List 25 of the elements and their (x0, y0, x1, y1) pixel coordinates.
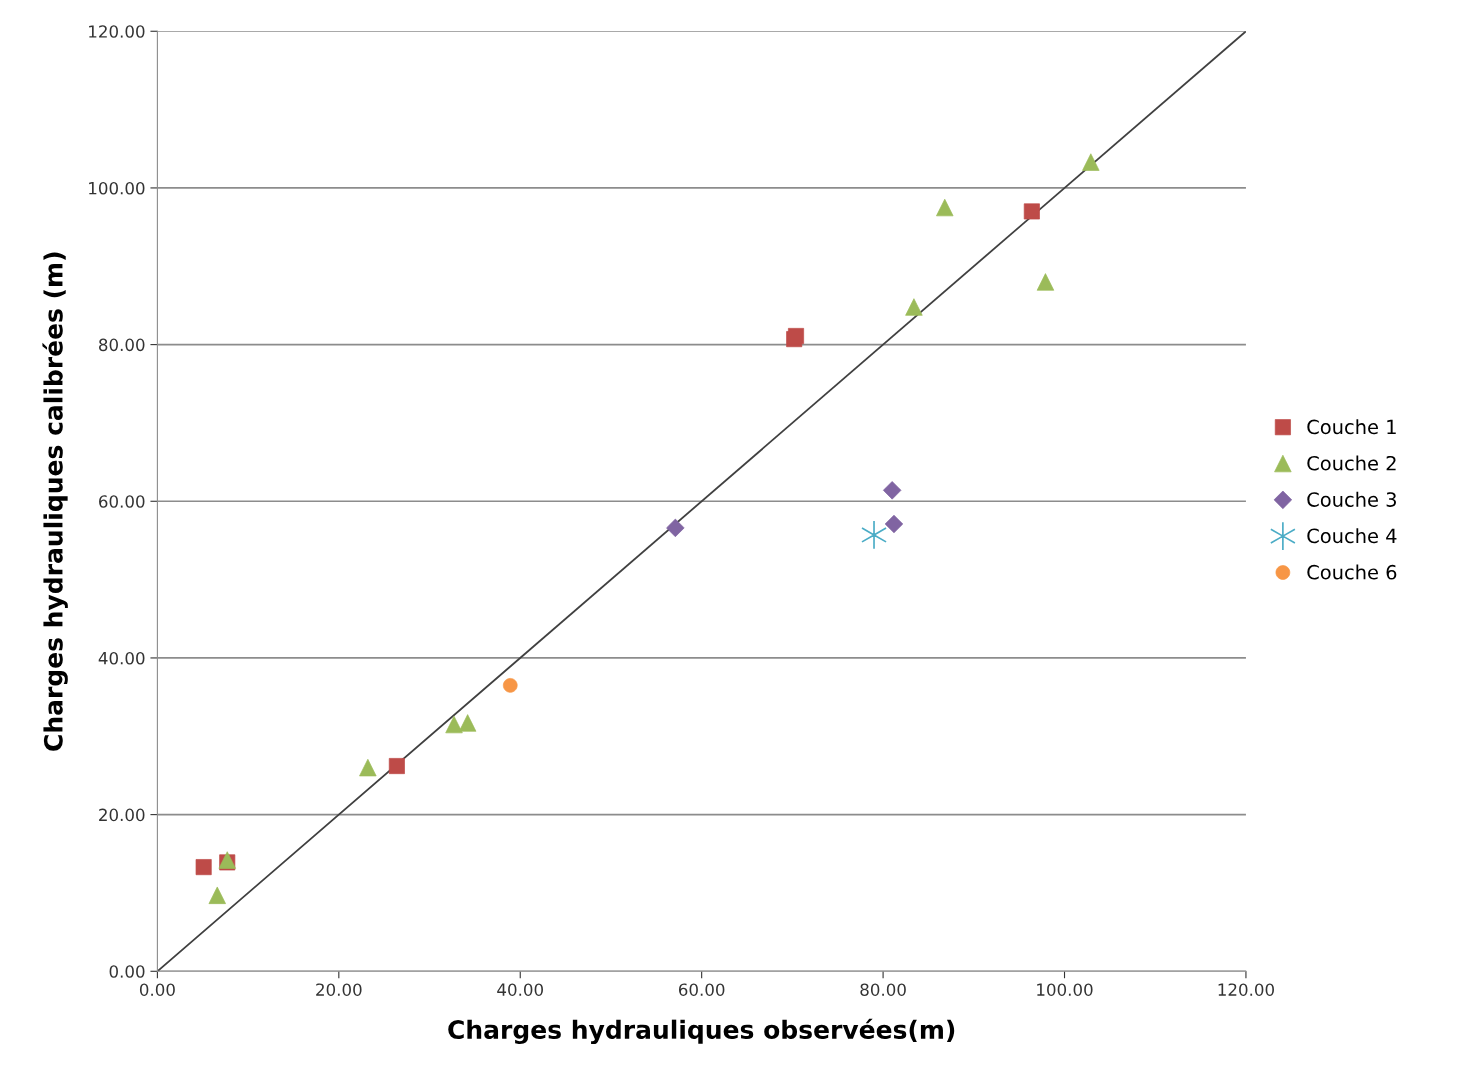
legend-label: Couche 2 (1307, 455, 1396, 471)
x-tick-label: 120.00 (1218, 983, 1274, 996)
x-tick-label: 100.00 (1037, 983, 1093, 996)
point (861, 520, 887, 550)
y-tick-label: 80.00 (99, 338, 145, 352)
y-tick-label: 40.00 (98, 651, 145, 665)
y-tick-label: 20.00 (99, 808, 145, 822)
y-tick-label: 60.00 (99, 495, 145, 508)
point (195, 859, 212, 876)
legend-label: Couche 4 (1307, 528, 1397, 544)
x-tick-label: 80.00 (860, 983, 906, 996)
y-tick-label: 100.00 (89, 181, 145, 195)
x-axis-title: Charges hydrauliques observées(m) (448, 1018, 955, 1045)
y-tick-label: 0.00 (109, 965, 145, 978)
legend-label: Couche 3 (1307, 491, 1396, 507)
x-tick-label: 20.00 (316, 983, 362, 996)
x-tick-label: 0.00 (139, 983, 175, 996)
legend-label: Couche 6 (1307, 564, 1397, 580)
legend-label: Couche 1 (1307, 419, 1396, 435)
y-axis-title: Charges hydrauliques calibrées (m) (42, 252, 68, 751)
point (388, 758, 405, 775)
point (788, 327, 804, 344)
x-tick-label: 40.00 (497, 983, 543, 996)
x-tick-label: 60.00 (678, 983, 725, 996)
y-tick-label: 120.00 (89, 25, 145, 38)
